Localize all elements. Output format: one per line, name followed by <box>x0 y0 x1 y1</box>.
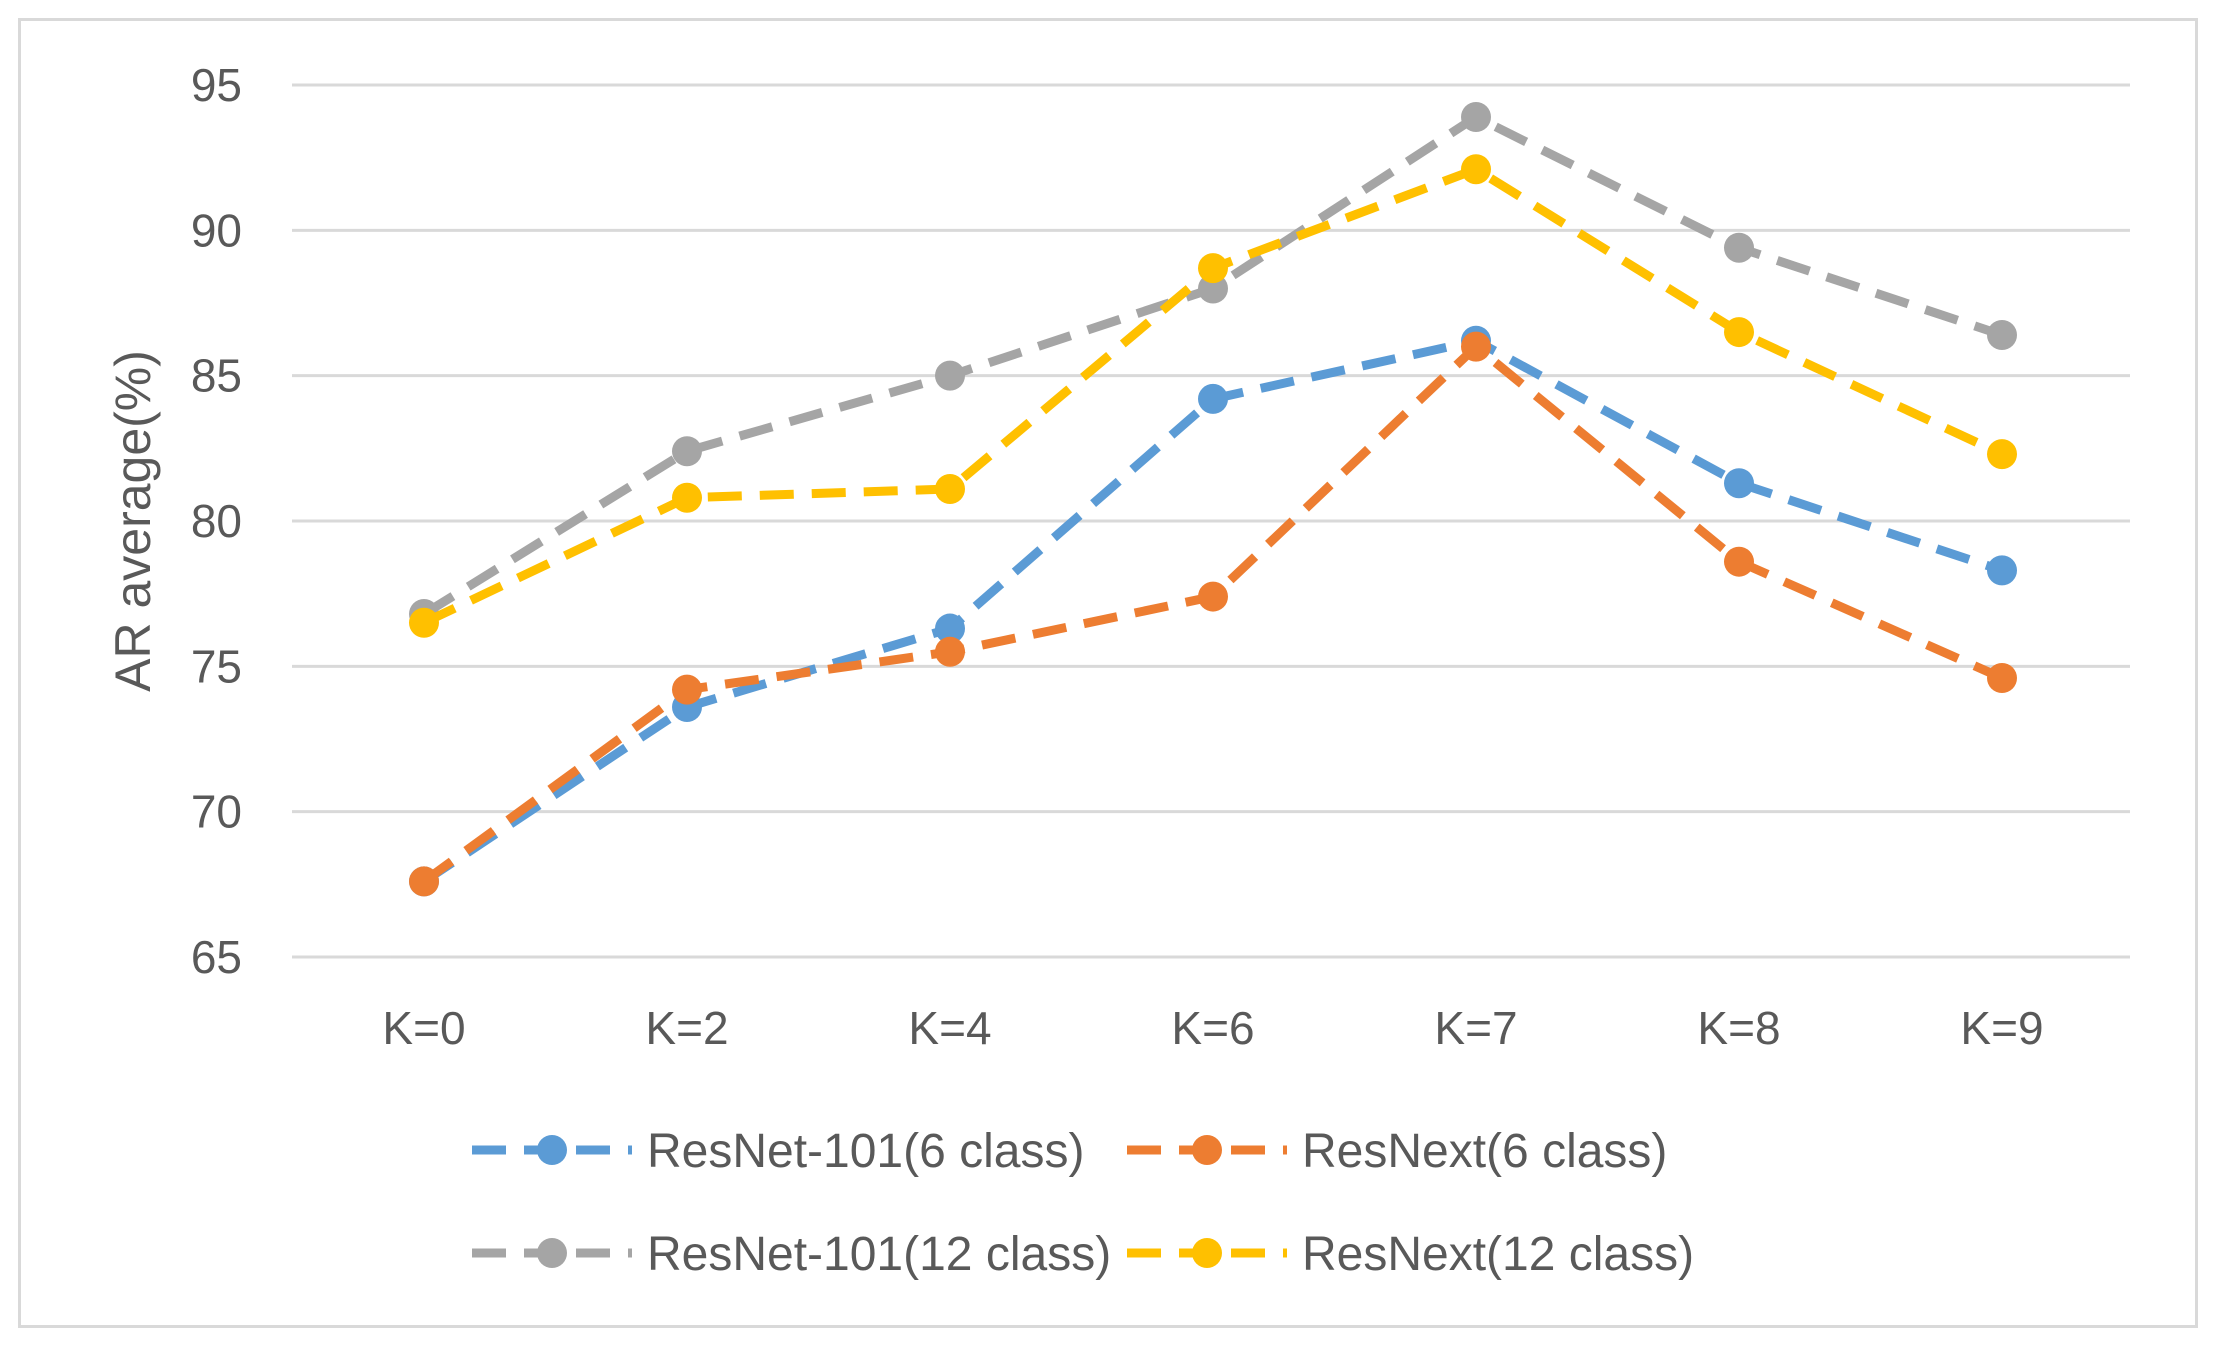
x-tick-label: K=7 <box>1434 1002 1517 1054</box>
data-point <box>1724 546 1754 577</box>
data-point <box>1461 154 1491 185</box>
data-point <box>672 436 702 467</box>
legend-item-resnext-6-class: ResNext(6 class) <box>1127 1125 1667 1178</box>
data-point <box>1198 383 1228 414</box>
y-axis-title: AR average(%) <box>105 350 161 692</box>
series-line <box>421 342 2004 886</box>
legend-item-resnext-12-class: ResNext(12 class) <box>1127 1228 1694 1281</box>
data-point <box>672 674 702 705</box>
legend-label: ResNet-101(6 class) <box>647 1125 1084 1178</box>
series-resnext-6-class <box>409 331 2017 897</box>
data-point <box>935 474 965 505</box>
data-point <box>1987 319 2017 350</box>
legend-marker <box>1192 1238 1222 1268</box>
data-point <box>409 866 439 897</box>
data-point <box>1198 253 1228 284</box>
legend-label: ResNext(6 class) <box>1302 1125 1667 1178</box>
y-axis-ticks: 65 70 75 80 85 90 95 <box>191 59 242 983</box>
x-tick-label: K=2 <box>645 1002 728 1054</box>
legend-item-resnet-101-6-class: ResNet-101(6 class) <box>472 1125 1084 1178</box>
x-tick-label: K=8 <box>1697 1002 1780 1054</box>
gridlines <box>292 83 2130 959</box>
series-resnext-12-class <box>409 154 2017 638</box>
x-tick-label: K=6 <box>1171 1002 1254 1054</box>
data-point <box>935 636 965 667</box>
data-point <box>672 482 702 513</box>
legend-item-resnet-101-12-class: ResNet-101(12 class) <box>472 1228 1111 1281</box>
data-point <box>1724 232 1754 263</box>
y-tick-label: 95 <box>191 59 242 111</box>
data-point <box>1724 468 1754 499</box>
y-tick-label: 65 <box>191 931 242 983</box>
data-point <box>1987 439 2017 470</box>
x-tick-label: K=4 <box>908 1002 991 1054</box>
y-tick-label: 70 <box>191 786 242 838</box>
y-tick-label: 80 <box>191 495 242 547</box>
data-point <box>1987 555 2017 586</box>
data-point <box>409 607 439 638</box>
legend-marker <box>537 1238 567 1268</box>
x-tick-label: K=0 <box>382 1002 465 1054</box>
data-point <box>1461 101 1491 132</box>
x-axis-ticks: K=0 K=2 K=4 K=6 K=7 K=8 K=9 <box>382 1002 2043 1054</box>
data-point <box>935 360 965 391</box>
legend-marker <box>537 1135 567 1165</box>
data-point <box>1461 331 1491 362</box>
data-point <box>935 613 965 644</box>
series-layer <box>409 101 2017 897</box>
chart-frame <box>18 18 2198 1328</box>
legend-label: ResNext(12 class) <box>1302 1228 1694 1281</box>
data-point <box>1198 581 1228 612</box>
data-point <box>1724 317 1754 348</box>
legend-label: ResNet-101(12 class) <box>647 1228 1111 1281</box>
y-tick-label: 75 <box>191 640 242 692</box>
legend: ResNet-101(6 class) ResNext(6 class) ResNe… <box>472 1125 1694 1281</box>
x-tick-label: K=9 <box>1960 1002 2043 1054</box>
series-line <box>421 112 2004 618</box>
data-point <box>1987 662 2017 693</box>
series-resnet-101-12-class <box>409 101 2017 630</box>
y-tick-label: 85 <box>191 350 242 402</box>
y-tick-label: 90 <box>191 204 242 256</box>
legend-marker <box>1192 1135 1222 1165</box>
